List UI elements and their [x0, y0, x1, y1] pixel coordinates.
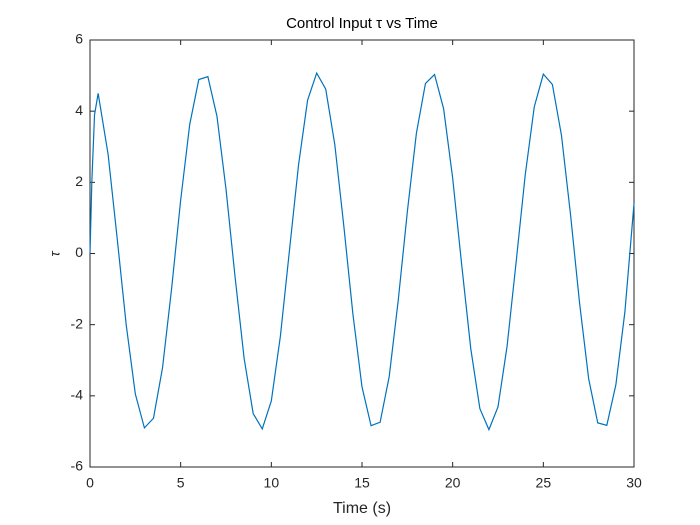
y-tick-label: 4 [75, 102, 83, 118]
y-tick-label: -2 [71, 315, 84, 331]
y-axis-label: τ [47, 251, 63, 257]
x-tick-label: 0 [86, 475, 94, 491]
y-tick-label: 2 [75, 173, 83, 189]
x-tick-label: 15 [354, 475, 370, 491]
plot-area [89, 39, 635, 468]
y-tick-label: -4 [71, 387, 84, 403]
x-axis-label: Time (s) [333, 500, 391, 517]
x-tick-label: 30 [626, 475, 642, 491]
x-tick-label: 25 [536, 475, 552, 491]
chart-title: Control Input τ vs Time [286, 15, 438, 32]
y-tick-label: 6 [75, 31, 83, 47]
y-tick-label: -6 [71, 458, 84, 474]
x-tick-label: 5 [177, 475, 185, 491]
x-tick-label: 10 [264, 475, 280, 491]
y-tick-label: 0 [75, 244, 83, 260]
series-line [89, 71, 635, 432]
x-tick-label: 20 [445, 475, 461, 491]
